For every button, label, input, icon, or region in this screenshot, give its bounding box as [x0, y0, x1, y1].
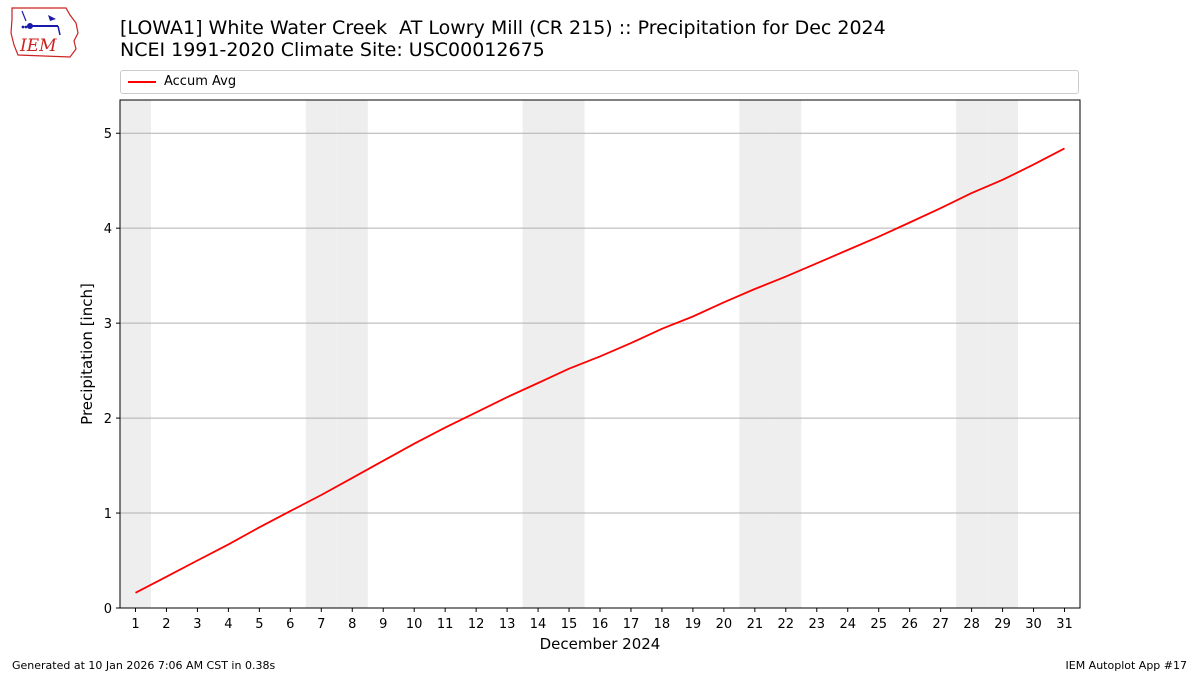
weekend-band — [305, 100, 337, 608]
title-line-2: NCEI 1991-2020 Climate Site: USC00012675 — [120, 39, 545, 61]
logo-text: IEM — [19, 36, 57, 56]
x-tick-label: 12 — [468, 617, 485, 632]
weekend-band — [770, 100, 802, 608]
x-tick-label: 27 — [932, 617, 949, 632]
x-axis-label: December 2024 — [540, 635, 661, 653]
x-tick-label: 9 — [379, 617, 387, 632]
weekend-band — [956, 100, 988, 608]
x-tick-label: 23 — [809, 617, 826, 632]
x-tick-label: 13 — [499, 617, 516, 632]
x-tick-label: 24 — [839, 617, 856, 632]
legend: Accum Avg — [120, 70, 1079, 94]
y-tick-label: 4 — [104, 222, 112, 237]
x-tick-label: 8 — [348, 617, 356, 632]
y-tick-label: 1 — [104, 507, 112, 522]
x-tick-label: 26 — [901, 617, 918, 632]
x-tick-label: 7 — [317, 617, 325, 632]
y-axis-label: Precipitation [inch] — [78, 283, 96, 425]
x-tick-label: 2 — [162, 617, 170, 632]
legend-swatch — [128, 81, 156, 83]
x-tick-label: 31 — [1056, 617, 1073, 632]
x-tick-label: 21 — [747, 617, 764, 632]
x-tick-label: 3 — [193, 617, 201, 632]
weekend-band — [987, 100, 1019, 608]
weekend-band — [739, 100, 771, 608]
y-tick-label: 5 — [104, 127, 112, 142]
x-tick-label: 6 — [286, 617, 294, 632]
x-tick-label: 15 — [561, 617, 578, 632]
x-tick-label: 4 — [224, 617, 232, 632]
weekend-band — [120, 100, 151, 608]
x-tick-label: 28 — [963, 617, 980, 632]
chart-title: [LOWA1] White Water Creek AT Lowry Mill … — [120, 17, 886, 61]
y-tick-label: 3 — [104, 317, 112, 332]
x-tick-label: 19 — [685, 617, 702, 632]
x-tick-label: 30 — [1025, 617, 1042, 632]
x-tick-label: 1 — [131, 617, 139, 632]
app-credit: IEM Autoplot App #17 — [1065, 659, 1188, 672]
x-tick-label: 10 — [406, 617, 423, 632]
weekend-band — [336, 100, 368, 608]
y-tick-label: 2 — [104, 412, 112, 427]
x-tick-label: 16 — [592, 617, 609, 632]
y-tick-label: 0 — [104, 602, 112, 617]
x-tick-label: 25 — [870, 617, 887, 632]
weekend-band — [553, 100, 585, 608]
plot-frame — [119, 99, 1081, 609]
x-tick-label: 14 — [530, 617, 547, 632]
iem-iowa-logo-icon: IEM — [8, 5, 80, 59]
x-tick-label: 29 — [994, 617, 1011, 632]
x-tick-label: 20 — [716, 617, 733, 632]
weekend-band — [522, 100, 554, 608]
x-tick-label: 5 — [255, 617, 263, 632]
x-tick-label: 11 — [437, 617, 454, 632]
x-tick-label: 22 — [778, 617, 795, 632]
title-line-1: [LOWA1] White Water Creek AT Lowry Mill … — [120, 17, 886, 39]
x-tick-label: 17 — [623, 617, 640, 632]
series-line-accum-avg — [135, 147, 1065, 594]
legend-label: Accum Avg — [164, 74, 237, 89]
x-tick-label: 18 — [654, 617, 671, 632]
generated-timestamp: Generated at 10 Jan 2026 7:06 AM CST in … — [12, 659, 276, 672]
